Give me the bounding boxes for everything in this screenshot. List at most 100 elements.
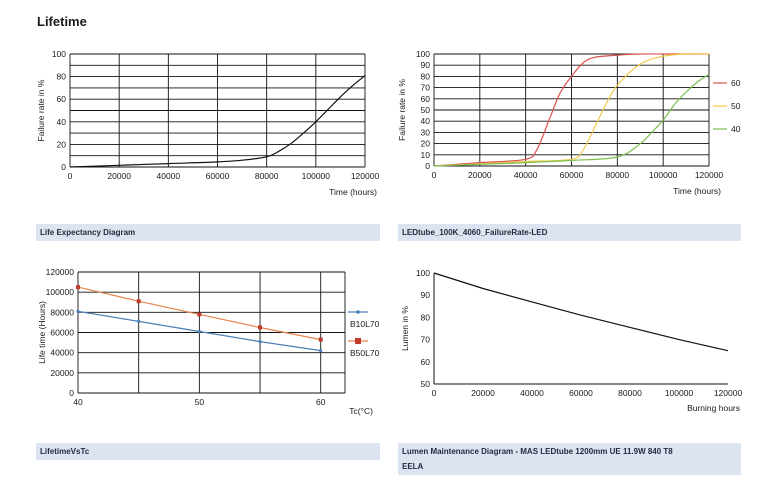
series-40 <box>433 73 710 167</box>
y-tick-label: 40000 <box>50 348 74 358</box>
x-tick-label: 120000 <box>695 170 724 180</box>
y-tick-label: 70 <box>421 83 431 93</box>
y-tick-label: 20000 <box>50 368 74 378</box>
y-tick-label: 40 <box>57 117 67 127</box>
caption-lifetime-vs-tc: LifetimeVsTc <box>36 443 380 460</box>
y-tick-label: 80 <box>421 71 431 81</box>
x-tick-label: 40000 <box>157 171 181 181</box>
caption-lumen-line1: Lumen Maintenance Diagram - MAS LEDtube … <box>402 447 673 456</box>
chart-life-expectancy: 0 20 40 60 80 100 0 20000 40000 60000 80000 100000 1… <box>36 49 379 197</box>
y-axis-title: Failure rate in % <box>397 79 407 141</box>
x-tick-label: 100000 <box>649 170 678 180</box>
series-line <box>433 53 709 167</box>
data-point <box>76 309 80 313</box>
page-title: Lifetime <box>37 14 87 29</box>
x-tick-label: 50 <box>195 397 205 407</box>
y-tick-label: 90 <box>421 60 431 70</box>
series-line <box>69 75 366 168</box>
legend-label: B10L70 <box>350 319 380 329</box>
series-line <box>433 73 710 167</box>
series-b50l70 <box>76 285 323 342</box>
series-50 <box>433 53 710 167</box>
data-point <box>76 285 80 290</box>
legend-marker <box>356 310 360 314</box>
x-tick-label: 60000 <box>569 388 593 398</box>
x-axis-title: Tc(°C) <box>349 406 373 416</box>
y-axis-title: Lumen in % <box>400 306 410 351</box>
y-axis-title: Failure rate in % <box>36 79 46 141</box>
y-tick-label: 90 <box>421 290 431 300</box>
y-tick-label: 20 <box>57 139 67 149</box>
x-axis-title: Time (hours) <box>673 186 721 196</box>
data-point <box>197 312 202 317</box>
y-tick-label: 60 <box>421 357 431 367</box>
x-tick-label: 100000 <box>665 388 694 398</box>
legend-marker <box>355 338 361 344</box>
series-line <box>433 272 729 352</box>
y-tick-label: 120000 <box>46 267 75 277</box>
data-point <box>197 329 201 334</box>
x-tick-label: 20000 <box>468 170 492 180</box>
x-tick-label: 40000 <box>514 170 538 180</box>
grid <box>433 53 710 167</box>
y-tick-label: 60 <box>421 94 431 104</box>
x-tick-label: 120000 <box>351 171 380 181</box>
y-tick-label: 20 <box>421 139 431 149</box>
x-axis-title: Time (hours) <box>329 187 377 197</box>
y-tick-label: 0 <box>425 161 430 171</box>
chart-lifetime-vs-tc: 0 20000 40000 60000 80000 100000 120000 40 50 60 T… <box>37 267 380 416</box>
y-tick-label: 100000 <box>46 287 75 297</box>
grid <box>69 53 366 168</box>
y-tick-label: 50 <box>421 379 431 389</box>
legend-label: 50 <box>731 101 741 111</box>
y-tick-label: 40 <box>421 116 431 126</box>
x-tick-label: 40 <box>73 397 83 407</box>
legend-label: 40 <box>731 124 741 134</box>
x-tick-label: 0 <box>68 171 73 181</box>
grid <box>77 271 346 394</box>
series-lumen <box>433 272 729 352</box>
caption-lumen-line2: EELA <box>402 462 424 471</box>
x-tick-label: 80000 <box>606 170 630 180</box>
x-axis-title: Burning hours <box>687 403 740 413</box>
x-tick-label: 20000 <box>107 171 131 181</box>
x-tick-label: 60000 <box>206 171 230 181</box>
x-tick-label: 120000 <box>714 388 743 398</box>
y-tick-label: 50 <box>421 105 431 115</box>
y-tick-label: 80 <box>421 312 431 322</box>
x-tick-label: 60000 <box>560 170 584 180</box>
y-tick-label: 0 <box>61 162 66 172</box>
y-tick-label: 100 <box>416 49 430 59</box>
legend-label: 60 <box>731 78 741 88</box>
data-point <box>258 325 263 330</box>
x-tick-label: 0 <box>432 170 437 180</box>
series-60 <box>433 53 709 167</box>
data-point <box>258 339 262 344</box>
data-point <box>137 319 141 324</box>
legend: B10L70 B50L70 <box>348 310 380 358</box>
data-point <box>136 299 141 304</box>
x-tick-label: 80000 <box>618 388 642 398</box>
x-tick-label: 60 <box>316 397 326 407</box>
y-tick-label: 60 <box>57 94 67 104</box>
y-tick-label: 60000 <box>50 328 74 338</box>
series-b10l70 <box>76 309 323 353</box>
y-tick-label: 30 <box>421 127 431 137</box>
legend: 60 50 40 <box>713 78 741 134</box>
y-tick-label: 100 <box>52 49 66 59</box>
caption-lumen-maintenance: Lumen Maintenance Diagram - MAS LEDtube … <box>398 443 741 475</box>
x-tick-label: 0 <box>432 388 437 398</box>
data-point <box>318 337 323 342</box>
chart-lumen-maintenance: 50 60 70 80 90 100 0 20000 40000 60000 80000 100000… <box>400 268 742 413</box>
y-tick-label: 80 <box>57 72 67 82</box>
y-tick-label: 80000 <box>50 307 74 317</box>
x-tick-label: 100000 <box>302 171 331 181</box>
legend-label: B50L70 <box>350 348 380 358</box>
series-line <box>433 53 710 167</box>
y-tick-label: 0 <box>69 388 74 398</box>
series-failure rate <box>69 75 366 168</box>
y-tick-label: 10 <box>421 150 431 160</box>
x-tick-label: 80000 <box>255 171 279 181</box>
